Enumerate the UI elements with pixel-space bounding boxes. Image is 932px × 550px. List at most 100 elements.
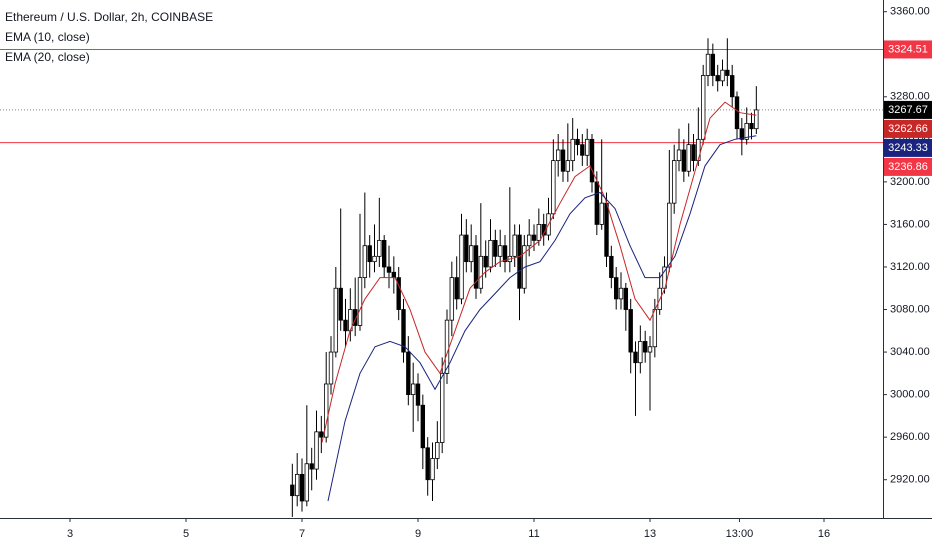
price-tag — [884, 138, 932, 157]
x-tick-label: 3 — [67, 528, 73, 540]
candle-body — [715, 75, 720, 82]
candle-body — [454, 277, 459, 300]
plot-area — [0, 38, 883, 517]
y-tick-label: 3120.00 — [890, 261, 930, 273]
candle-body — [589, 138, 595, 183]
candle-body — [391, 271, 397, 279]
x-tick-label: 5 — [183, 528, 189, 540]
candle-body — [676, 149, 682, 162]
candle-body — [377, 239, 382, 257]
candle-body — [410, 383, 416, 396]
candle-body — [517, 234, 522, 289]
y-tick-label: 3040.00 — [890, 346, 930, 358]
candle-body — [594, 181, 600, 225]
y-tick-label: 3280.00 — [890, 91, 930, 103]
candle-body — [338, 287, 343, 321]
y-tick-label: 2960.00 — [890, 431, 930, 443]
price-tag — [884, 119, 932, 138]
candle-body — [584, 138, 590, 156]
price-tag — [884, 40, 932, 59]
price-tag — [884, 157, 932, 176]
y-tick-label: 3360.00 — [890, 6, 930, 18]
candle-body — [691, 144, 696, 162]
candle-body — [686, 144, 691, 172]
candle-body — [560, 149, 566, 172]
candle-body — [386, 266, 392, 273]
candle-body — [647, 346, 653, 353]
axes: 2920.00 2960.00 3000.00 3040.00 3080.00 3120.… — [67, 6, 932, 540]
candle-body — [512, 234, 517, 257]
candle-body — [705, 53, 711, 76]
candle-body — [343, 319, 348, 332]
candle-body — [439, 372, 445, 443]
candle-body — [609, 255, 614, 279]
candle-body — [449, 277, 455, 321]
x-tick-label: 9 — [415, 528, 421, 540]
candle-body — [323, 383, 329, 438]
candle-body — [734, 96, 740, 130]
candle-body — [628, 309, 633, 353]
x-tick-label: 11 — [528, 528, 539, 540]
price-tag — [884, 100, 932, 119]
candle-body — [744, 122, 749, 140]
candle-body — [502, 245, 508, 263]
candle-body — [435, 442, 440, 459]
x-tick-label: 13 — [644, 528, 656, 540]
candle-body — [352, 309, 358, 326]
price-tag-label: 3262.66 — [888, 123, 928, 135]
candle-body — [652, 309, 658, 348]
x-tick-label: 13:00 — [726, 528, 754, 540]
candle-body — [430, 458, 435, 481]
candle-body — [294, 473, 300, 497]
candle-body — [493, 239, 498, 257]
y-tick-label: 2920.00 — [890, 474, 930, 486]
ema-line — [321, 101, 757, 443]
candle-body — [565, 160, 571, 172]
candle-body — [580, 144, 585, 156]
price-tag-label: 3267.67 — [888, 104, 928, 116]
candle-body — [333, 287, 339, 353]
x-tick-label: 7 — [299, 528, 305, 540]
price-tag-label: 3243.33 — [888, 142, 928, 154]
candle-body — [372, 255, 377, 263]
candle-body — [304, 463, 310, 502]
candle-body — [497, 245, 503, 257]
candle-body — [618, 287, 624, 300]
candle-body — [739, 128, 745, 140]
candle-body — [555, 149, 561, 162]
legend-entry: EMA (20, close) — [5, 50, 90, 64]
candle-body — [459, 234, 464, 300]
y-tick-label: 3080.00 — [890, 303, 930, 315]
candle-body — [319, 431, 324, 438]
price-tag-label: 3236.86 — [888, 161, 928, 173]
candle-body — [464, 234, 469, 263]
candle-body — [604, 202, 609, 257]
candle-body — [299, 473, 305, 502]
candle-body — [623, 287, 629, 310]
candle-body — [314, 431, 319, 470]
candle-body — [536, 224, 542, 241]
candle-body — [526, 234, 532, 247]
price-tag-label: 3324.51 — [888, 43, 928, 55]
candle-body — [290, 484, 295, 497]
candle-body — [696, 138, 701, 162]
candle-body — [551, 160, 556, 215]
candle-body — [425, 447, 430, 481]
y-tick-label: 3160.00 — [890, 218, 930, 230]
chart-title: Ethereum / U.S. Dollar, 2h, COINBASE — [5, 10, 213, 24]
candle-body — [328, 351, 334, 385]
candle-body — [642, 341, 648, 353]
candle-body — [729, 75, 735, 98]
candle-body — [483, 255, 488, 268]
candle-body — [681, 149, 687, 172]
y-tick-label: 3000.00 — [890, 389, 930, 401]
x-tick-label: 16 — [818, 528, 830, 540]
candle-body — [754, 109, 759, 130]
candle-body — [309, 463, 314, 470]
candle-body — [575, 138, 580, 146]
candle-body — [415, 383, 421, 406]
candle-body — [444, 319, 450, 374]
y-tick-label: 3200.00 — [890, 176, 930, 188]
legend-entry: EMA (10, close) — [5, 30, 90, 44]
